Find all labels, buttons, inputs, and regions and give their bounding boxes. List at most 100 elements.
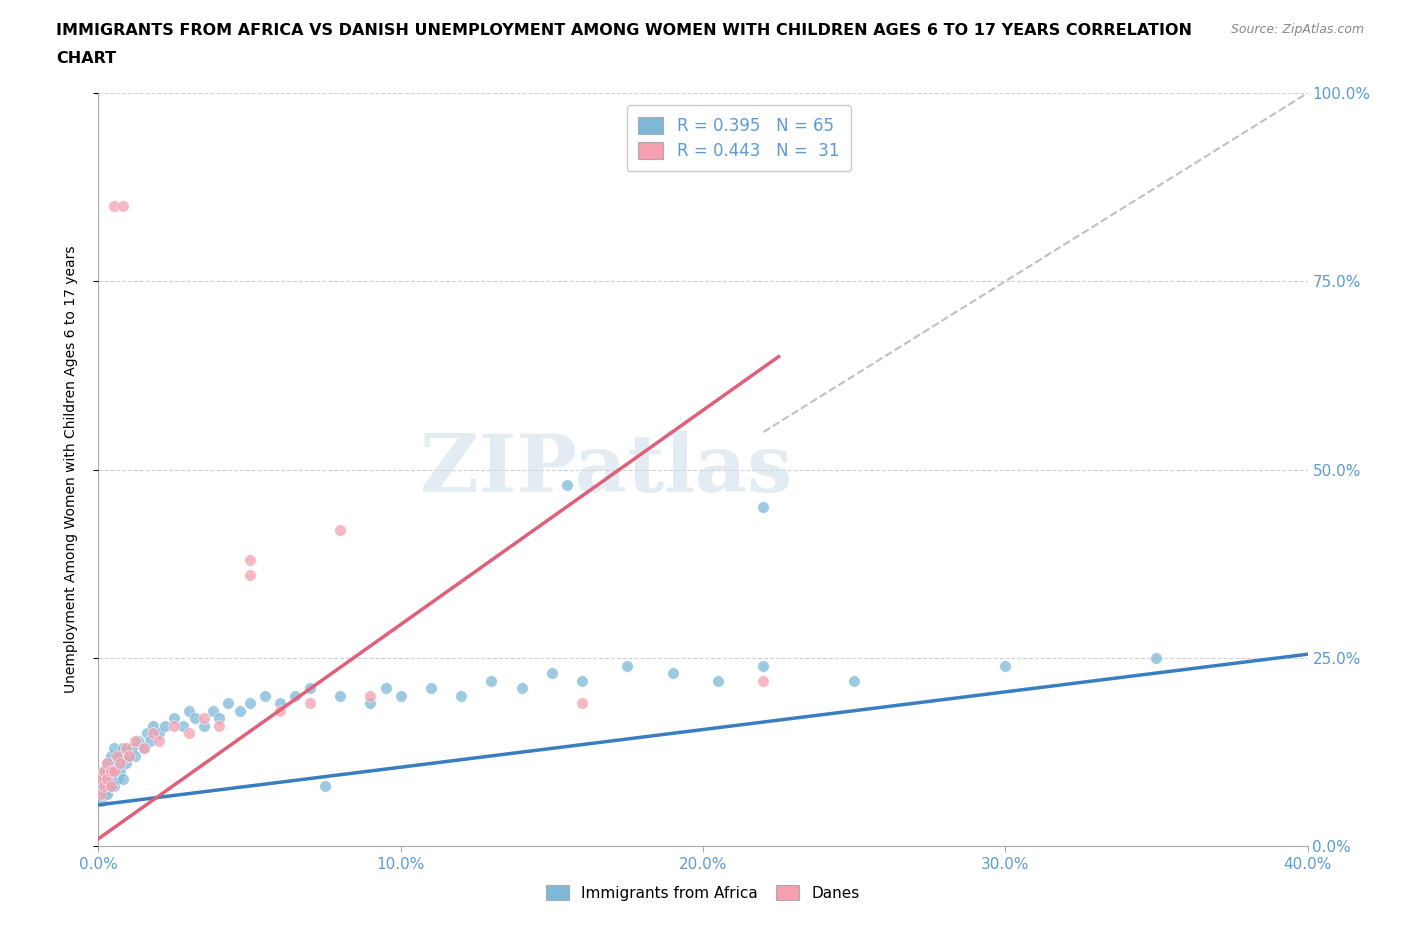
Point — [844, 673, 866, 688]
Point — [124, 734, 146, 749]
Point — [105, 756, 128, 771]
Point — [163, 711, 186, 725]
Y-axis label: Unemployment Among Women with Children Ages 6 to 17 years: Unemployment Among Women with Children A… — [63, 246, 77, 694]
Point — [360, 696, 382, 711]
Point — [994, 658, 1017, 673]
Point — [93, 764, 115, 778]
Point — [108, 749, 131, 764]
Point — [100, 764, 122, 778]
Point — [193, 718, 215, 733]
Point — [105, 749, 128, 764]
Point — [389, 688, 412, 703]
Point — [202, 703, 225, 718]
Legend: R = 0.395   N = 65, R = 0.443   N =  31: R = 0.395 N = 65, R = 0.443 N = 31 — [627, 105, 851, 171]
Point — [142, 718, 165, 733]
Point — [163, 718, 186, 733]
Point — [707, 673, 730, 688]
Point — [96, 756, 118, 771]
Point — [752, 500, 775, 515]
Point — [103, 764, 125, 778]
Legend: Immigrants from Africa, Danes: Immigrants from Africa, Danes — [538, 877, 868, 909]
Point — [616, 658, 638, 673]
Point — [114, 756, 136, 771]
Point — [184, 711, 207, 725]
Point — [93, 771, 115, 786]
Point — [103, 764, 125, 778]
Point — [93, 764, 115, 778]
Point — [108, 756, 131, 771]
Point — [90, 793, 112, 808]
Text: IMMIGRANTS FROM AFRICA VS DANISH UNEMPLOYMENT AMONG WOMEN WITH CHILDREN AGES 6 T: IMMIGRANTS FROM AFRICA VS DANISH UNEMPLO… — [56, 23, 1192, 38]
Point — [253, 688, 276, 703]
Point — [127, 734, 149, 749]
Point — [124, 749, 146, 764]
Point — [108, 764, 131, 778]
Text: CHART: CHART — [56, 51, 117, 66]
Point — [90, 771, 112, 786]
Point — [752, 673, 775, 688]
Point — [1144, 651, 1167, 666]
Point — [299, 681, 322, 696]
Point — [299, 696, 322, 711]
Point — [374, 681, 396, 696]
Point — [510, 681, 533, 696]
Point — [329, 523, 352, 538]
Point — [135, 726, 157, 741]
Point — [284, 688, 307, 703]
Point — [239, 696, 262, 711]
Point — [148, 726, 170, 741]
Point — [132, 741, 155, 756]
Text: Source: ZipAtlas.com: Source: ZipAtlas.com — [1230, 23, 1364, 36]
Point — [132, 741, 155, 756]
Point — [90, 786, 112, 801]
Point — [208, 711, 231, 725]
Point — [111, 771, 134, 786]
Point — [193, 711, 215, 725]
Point — [571, 696, 593, 711]
Point — [269, 696, 291, 711]
Point — [314, 778, 336, 793]
Point — [179, 703, 201, 718]
Point — [96, 771, 118, 786]
Point — [179, 726, 201, 741]
Point — [114, 741, 136, 756]
Point — [450, 688, 472, 703]
Point — [239, 552, 262, 567]
Point — [571, 673, 593, 688]
Point — [752, 658, 775, 673]
Point — [118, 749, 141, 764]
Point — [229, 703, 252, 718]
Point — [360, 688, 382, 703]
Point — [420, 681, 443, 696]
Point — [139, 734, 162, 749]
Point — [540, 666, 562, 681]
Point — [105, 771, 128, 786]
Point — [103, 199, 125, 214]
Point — [100, 764, 122, 778]
Point — [121, 741, 143, 756]
Point — [96, 786, 118, 801]
Point — [103, 741, 125, 756]
Point — [329, 688, 352, 703]
Point — [481, 673, 503, 688]
Point — [142, 726, 165, 741]
Point — [555, 477, 578, 492]
Point — [96, 771, 118, 786]
Point — [269, 703, 291, 718]
Point — [100, 749, 122, 764]
Point — [172, 718, 194, 733]
Point — [153, 718, 176, 733]
Point — [93, 778, 115, 793]
Text: ZIPatlas: ZIPatlas — [420, 431, 793, 509]
Point — [208, 718, 231, 733]
Point — [93, 786, 115, 801]
Point — [217, 696, 239, 711]
Point — [111, 199, 134, 214]
Point — [90, 778, 112, 793]
Point — [661, 666, 683, 681]
Point — [100, 778, 122, 793]
Point — [111, 741, 134, 756]
Point — [100, 778, 122, 793]
Point — [118, 749, 141, 764]
Point — [239, 567, 262, 582]
